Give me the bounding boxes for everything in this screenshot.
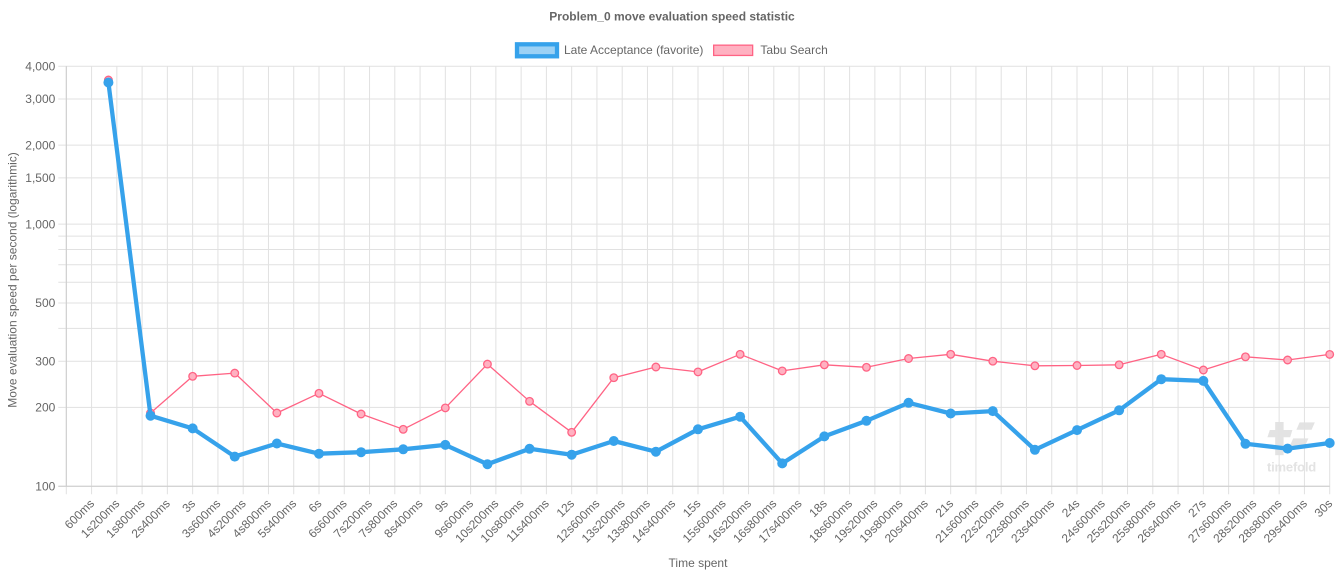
svg-text:1,000: 1,000	[25, 217, 55, 231]
svg-text:1,500: 1,500	[25, 171, 55, 185]
svg-text:Tabu Search: Tabu Search	[760, 43, 827, 57]
svg-text:Move evaluation speed per seco: Move evaluation speed per second (logari…	[6, 152, 20, 407]
svg-text:Time spent: Time spent	[669, 556, 729, 570]
svg-text:4,000: 4,000	[25, 59, 55, 73]
svg-text:Problem_0 move evaluation spee: Problem_0 move evaluation speed statisti…	[549, 10, 795, 24]
svg-text:timefold: timefold	[1267, 460, 1316, 475]
svg-text:100: 100	[35, 480, 55, 494]
svg-text:2,000: 2,000	[25, 138, 55, 152]
svg-text:3,000: 3,000	[25, 92, 55, 106]
svg-text:500: 500	[35, 296, 55, 310]
svg-text:Late Acceptance (favorite): Late Acceptance (favorite)	[564, 43, 703, 57]
svg-text:300: 300	[35, 354, 55, 368]
svg-text:200: 200	[35, 401, 55, 415]
